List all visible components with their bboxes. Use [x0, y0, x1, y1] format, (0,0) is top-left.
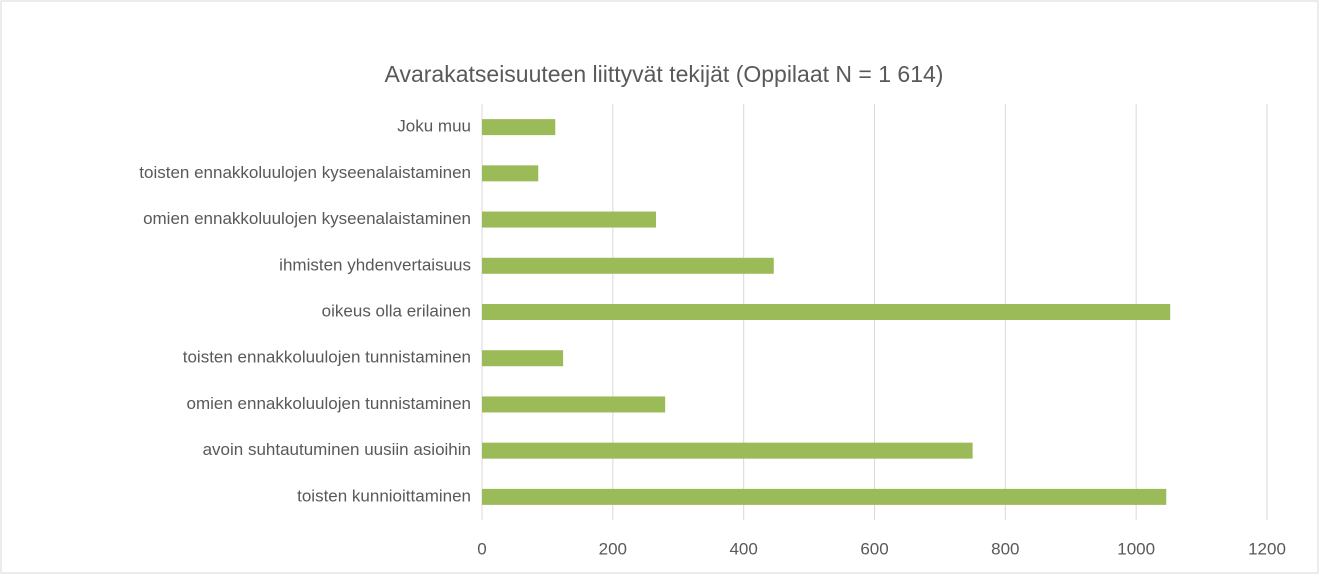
bar — [482, 304, 1171, 320]
bar — [482, 211, 657, 228]
bar — [482, 257, 774, 274]
y-tick-label: Joku muu — [397, 117, 471, 136]
y-tick-label: omien ennakkoluulojen kyseenalaistaminen — [143, 209, 471, 228]
x-tick-label: 400 — [729, 539, 757, 558]
x-tick-label: 1200 — [1248, 539, 1286, 558]
y-tick-label: avoin suhtautuminen uusiin asioihin — [203, 440, 471, 459]
y-tick-label: toisten ennakkoluulojen kyseenalaistamin… — [139, 163, 471, 182]
x-tick-label: 800 — [991, 539, 1019, 558]
bar — [482, 119, 556, 136]
x-tick-label: 0 — [477, 539, 486, 558]
y-tick-label: toisten ennakkoluulojen tunnistaminen — [183, 348, 471, 367]
bar — [482, 488, 1167, 505]
bar — [482, 165, 539, 182]
bar — [482, 350, 564, 367]
bar — [482, 396, 666, 413]
x-tick-label: 600 — [860, 539, 888, 558]
y-tick-label: ihmisten yhdenvertaisuus — [279, 255, 471, 274]
y-tick-label: toisten kunnioittaminen — [297, 486, 471, 505]
x-tick-label: 200 — [599, 539, 627, 558]
y-tick-label: omien ennakkoluulojen tunnistaminen — [187, 394, 471, 413]
bar — [482, 442, 973, 459]
chart-title: Avarakatseisuuteen liittyvät tekijät (Op… — [385, 61, 944, 87]
y-tick-label: oikeus olla erilainen — [322, 301, 471, 320]
x-tick-label: 1000 — [1117, 539, 1155, 558]
